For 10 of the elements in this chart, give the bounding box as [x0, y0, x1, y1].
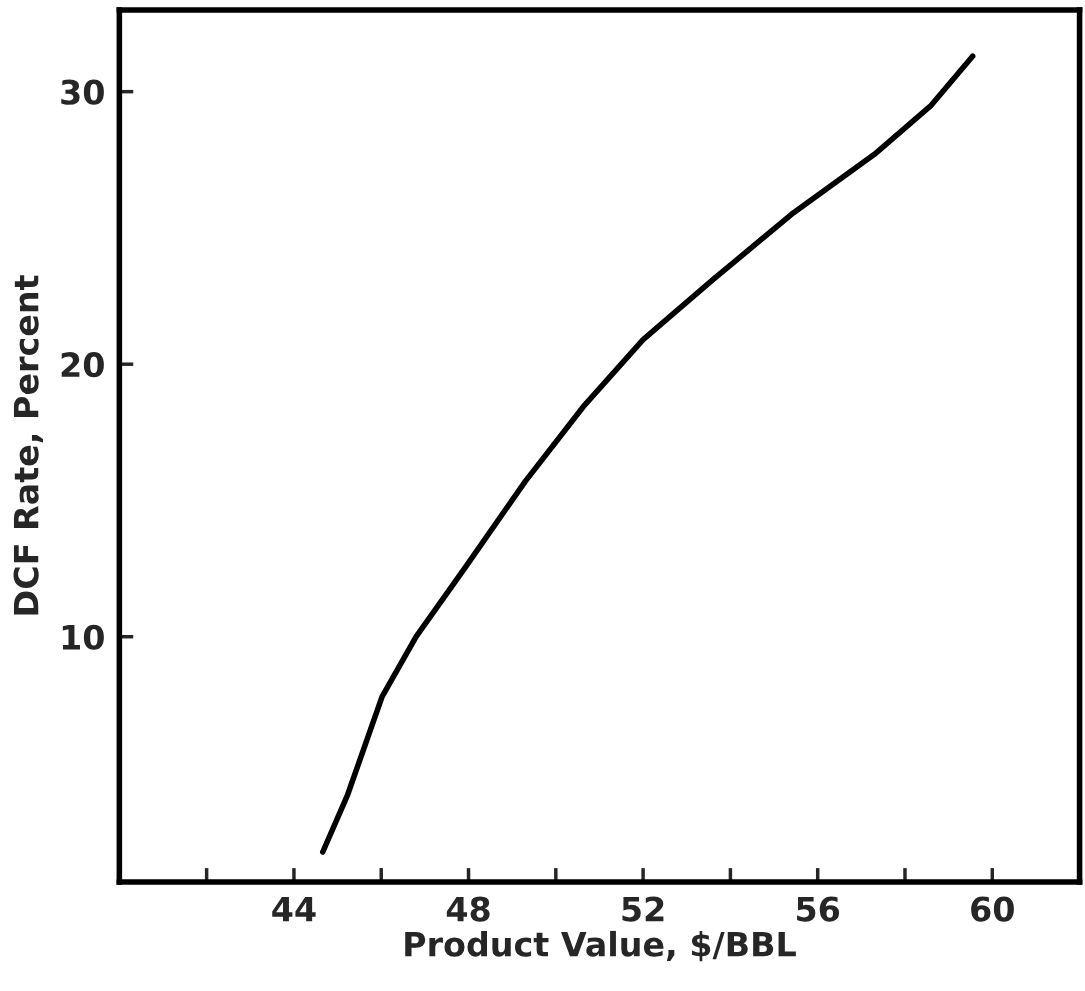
x-tick-label: 60 — [971, 896, 1014, 922]
y-tick-label: 10 — [62, 624, 104, 650]
x-tick-label: 56 — [797, 896, 840, 922]
x-tick-label: 48 — [446, 896, 490, 922]
y-tick-label: 20 — [61, 352, 104, 378]
x-axis-title: Product Value, $/BBL — [405, 930, 796, 962]
x-tick-label: 52 — [622, 896, 664, 922]
y-axis-title: DCF Rate, Percent — [13, 275, 43, 615]
x-tick-label: 44 — [272, 896, 316, 922]
y-tick-label: 30 — [61, 79, 104, 105]
